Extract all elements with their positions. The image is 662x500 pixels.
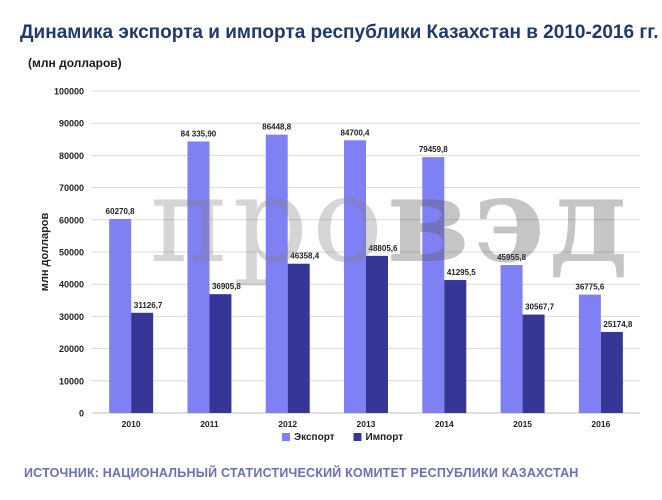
data-label: 30567,7 (525, 303, 554, 312)
bar-export (109, 218, 132, 413)
data-label: 84 335,90 (181, 129, 217, 138)
chart-title: Динамика экспорта и импорта республики К… (20, 22, 659, 43)
y-tick-label: 0 (79, 409, 84, 419)
source-note: ИСТОЧНИК: НАЦИОНАЛЬНЫЙ СТАТИСТИЧЕСКИЙ КО… (24, 466, 579, 480)
bar-export (344, 140, 366, 413)
x-tick-label: 2016 (591, 419, 610, 429)
y-tick-label: 50000 (59, 248, 84, 258)
bar-import (131, 312, 154, 413)
bar-export (578, 294, 601, 413)
x-tick-label: 2010 (122, 419, 141, 429)
data-label: 41295,5 (447, 268, 476, 277)
data-label: 45955,8 (497, 253, 526, 262)
bar-import (600, 331, 623, 413)
data-label: 25174,8 (603, 320, 632, 329)
bar-export (265, 134, 288, 413)
y-tick-label: 90000 (59, 119, 84, 129)
data-label: 31126,7 (134, 301, 163, 310)
legend-label: Экспорт (294, 432, 335, 443)
y-tick-label: 10000 (59, 376, 84, 386)
bar-export (500, 265, 523, 413)
data-label: 60270,8 (106, 207, 135, 216)
data-label: 84700,4 (341, 128, 370, 137)
bar-import (287, 263, 310, 413)
x-tick-label: 2012 (278, 419, 297, 429)
y-tick-label: 20000 (59, 344, 84, 354)
y-axis-title: млн долларов (39, 212, 51, 291)
legend-swatch (353, 433, 362, 441)
bar-import (444, 280, 467, 413)
chart-subtitle: (млн долларов) (28, 56, 122, 70)
y-tick-label: 80000 (59, 151, 84, 161)
x-tick-label: 2013 (357, 419, 376, 429)
y-tick-label: 70000 (59, 183, 84, 193)
data-label: 86448,8 (262, 123, 291, 132)
data-label: 48805,6 (369, 244, 398, 253)
data-label: 36905,8 (212, 282, 241, 291)
y-tick-label: 40000 (59, 280, 84, 290)
data-label: 46358,4 (290, 252, 319, 261)
x-tick-label: 2014 (435, 419, 454, 429)
y-tick-label: 30000 (59, 312, 84, 322)
bar-export (187, 141, 210, 413)
data-label: 79459,8 (419, 145, 448, 154)
bar-import (366, 255, 388, 413)
bar-import (209, 294, 232, 413)
data-label: 36775,6 (575, 283, 604, 292)
bar-export (422, 157, 445, 413)
y-tick-label: 60000 (59, 215, 84, 225)
x-tick-label: 2015 (513, 419, 532, 429)
bar-import (522, 314, 545, 413)
x-tick-label: 2011 (200, 419, 219, 429)
y-tick-label: 100000 (54, 87, 84, 97)
legend-label: Импорт (366, 432, 404, 443)
legend-swatch (282, 433, 290, 441)
